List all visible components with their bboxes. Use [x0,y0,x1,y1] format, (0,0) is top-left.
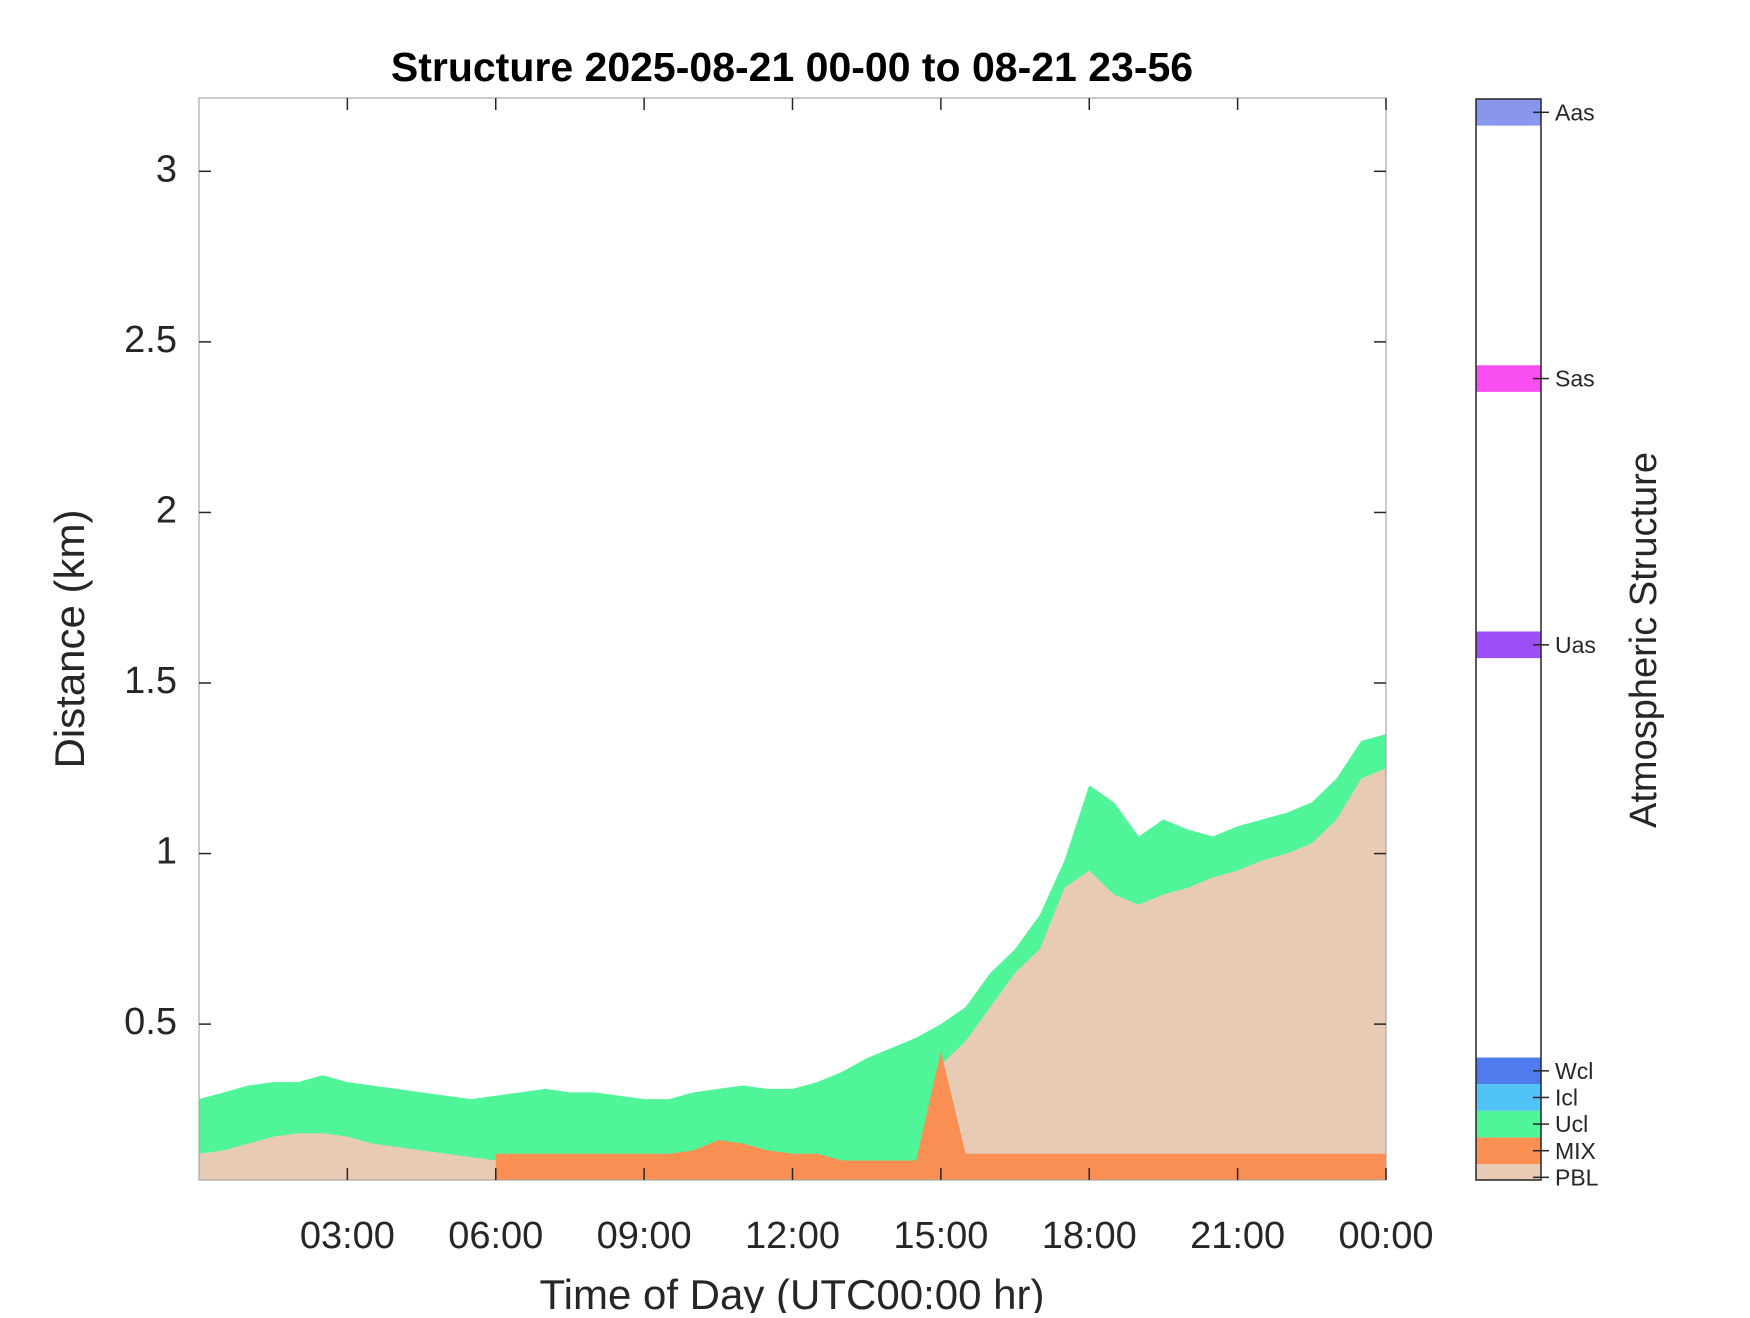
colorbar-band [1476,1110,1541,1138]
x-tick-label: 00:00 [1338,1215,1433,1257]
colorbar-tick-label: Aas [1555,99,1595,125]
colorbar-band [1476,1057,1541,1085]
y-tick-label: 2 [156,489,177,531]
layer-area [495,1051,1386,1180]
x-tick-label: 09:00 [597,1215,692,1257]
y-tick-label: 3 [156,148,177,190]
colorbar-tick-label: PBL [1555,1164,1599,1190]
colorbar-band [1476,631,1541,659]
y-tick-label: 0.5 [124,1001,177,1043]
colorbar-band [1476,1164,1541,1180]
chart-title: Structure 2025-08-21 00-00 to 08-21 23-5… [391,44,1193,90]
x-tick-label: 18:00 [1042,1215,1137,1257]
y-tick-label: 1 [156,831,177,873]
plot-area [199,734,1386,1180]
colorbar-frame [1475,98,1542,1181]
y-axis-label: Distance (km) [46,509,93,768]
layer-area [199,768,1386,1180]
x-tick-label: 15:00 [893,1215,988,1257]
colorbar-tick-label: Uas [1555,632,1596,658]
colorbar-band [1476,99,1541,126]
colorbar [1476,99,1541,1180]
y-tick-label: 1.5 [124,660,177,702]
colorbar-tick-label: Wcl [1555,1058,1593,1084]
colorbar-tick-label: Sas [1555,366,1595,392]
colorbar-band [1476,1137,1541,1165]
colorbar-label: Atmospheric Structure [1623,452,1665,828]
x-tick-label: 03:00 [300,1215,395,1257]
colorbar-tick-label: MIX [1555,1138,1596,1164]
colorbar-tick-label: Icl [1555,1085,1578,1111]
x-tick-label: 12:00 [745,1215,840,1257]
x-tick-label: 21:00 [1190,1215,1285,1257]
colorbar-band [1476,1084,1541,1111]
x-axis-label: Time of Day (UTC00:00 hr) [540,1271,1045,1313]
y-tick-label: 2.5 [124,319,177,361]
colorbar-band [1476,365,1541,392]
colorbar-tick-label: Ucl [1555,1111,1588,1137]
x-tick-label: 06:00 [448,1215,543,1257]
